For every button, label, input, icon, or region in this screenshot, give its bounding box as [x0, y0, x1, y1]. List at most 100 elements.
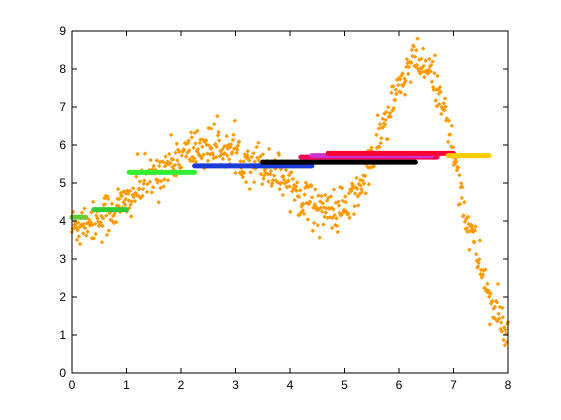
y-tick-label: 8: [59, 62, 66, 76]
scatter-point: [422, 74, 427, 80]
scatter-point: [230, 137, 236, 143]
scatter-point: [404, 57, 410, 62]
scatter-point: [286, 173, 292, 178]
scatter-point: [329, 225, 335, 231]
axes: 0 1 2 3 4 5 6 7 8 0 1 2 3 4 5 6 7 8 9: [59, 24, 511, 392]
scatter-point: [79, 210, 85, 215]
scatter-point: [445, 139, 451, 145]
scatter-point: [375, 112, 380, 118]
scatter-point: [158, 185, 163, 191]
scatter-point: [82, 206, 87, 211]
x-tick-label: 1: [123, 378, 130, 392]
scatter-point: [77, 224, 82, 230]
scatter-point: [328, 194, 334, 199]
scatter-point: [266, 146, 272, 152]
scatter-point: [271, 173, 277, 178]
scatter-point: [228, 142, 234, 147]
scatter-point: [142, 178, 147, 183]
scatter-point: [165, 159, 170, 164]
scatter-point: [443, 104, 448, 109]
scatter-point: [144, 189, 150, 195]
scatter-point: [251, 151, 256, 156]
scatter-point: [315, 223, 320, 228]
scatter-point: [76, 220, 81, 225]
scatter-point: [141, 181, 146, 186]
scatter-point: [437, 101, 442, 107]
scatter-point: [230, 150, 235, 155]
scatter-point: [496, 311, 501, 317]
y-tick-label: 5: [59, 176, 66, 190]
scatter-point: [256, 158, 262, 163]
scatter-point: [323, 192, 328, 198]
scatter-point: [476, 260, 481, 266]
scatter-point: [288, 209, 293, 214]
scatter-point: [232, 118, 237, 123]
scatter-point: [145, 181, 150, 187]
scatter-point: [134, 174, 139, 179]
scatter-point: [334, 223, 340, 228]
scatter-point: [346, 191, 352, 196]
x-tick-label: 6: [396, 378, 403, 392]
scatter-point: [392, 97, 398, 103]
scatter-point: [330, 215, 335, 220]
scatter-point: [157, 163, 162, 169]
x-tick-label: 3: [232, 378, 239, 392]
scatter-point: [305, 217, 310, 222]
scatter-point: [127, 188, 133, 194]
scatter-point: [163, 154, 168, 159]
scatter-point: [374, 132, 379, 138]
scatter-point: [161, 184, 166, 189]
scatter-point: [502, 342, 508, 348]
scatter-point: [177, 149, 182, 154]
scatter-point: [85, 229, 90, 234]
scatter-point: [427, 56, 432, 62]
scatter-point: [429, 79, 435, 84]
scatter-point: [387, 110, 393, 116]
scatter-point: [298, 210, 304, 215]
scatter-point: [480, 272, 486, 277]
scatter-point: [207, 152, 213, 157]
scatter-point: [414, 62, 420, 68]
scatter-point: [406, 71, 411, 77]
scatter-point: [135, 151, 140, 157]
scatter-point: [312, 202, 317, 207]
scatter-point: [132, 198, 138, 204]
y-tick-label: 2: [59, 290, 66, 304]
scatter-point: [252, 159, 257, 164]
scatter-point: [454, 159, 459, 164]
scatter-point: [457, 201, 463, 207]
scatter-point: [356, 203, 361, 208]
scatter-point: [135, 193, 141, 199]
scatter-point: [142, 151, 148, 156]
scatter-point: [188, 130, 194, 135]
scatter-point: [140, 193, 145, 199]
scatter-point: [175, 158, 180, 163]
scatter-point: [409, 60, 414, 65]
scatter-point: [256, 140, 261, 145]
scatter-point: [354, 186, 360, 191]
scatter-point: [149, 190, 155, 195]
scatter-point: [343, 200, 349, 205]
scatter-point: [128, 202, 133, 207]
scatter-point: [401, 81, 407, 86]
scatter-point: [222, 151, 228, 156]
scatter-point: [495, 281, 501, 287]
scatter-point: [321, 222, 326, 227]
scatter-point: [432, 70, 437, 76]
scatter-point: [487, 294, 492, 300]
scatter-point: [473, 251, 479, 257]
scatter-point: [258, 154, 263, 159]
x-tick-label: 7: [450, 378, 457, 392]
scatter-point: [470, 229, 476, 235]
scatter-point: [412, 54, 418, 60]
scatter-point: [84, 233, 89, 238]
scatter-point: [492, 304, 498, 310]
scatter-point: [417, 71, 423, 76]
scatter-point: [386, 105, 391, 110]
scatter-point: [435, 73, 440, 79]
scatter-point: [224, 133, 229, 139]
scatter-point: [377, 144, 382, 150]
scatter-point: [293, 184, 299, 189]
scatter-point: [261, 173, 267, 178]
scatter-point: [168, 132, 174, 138]
